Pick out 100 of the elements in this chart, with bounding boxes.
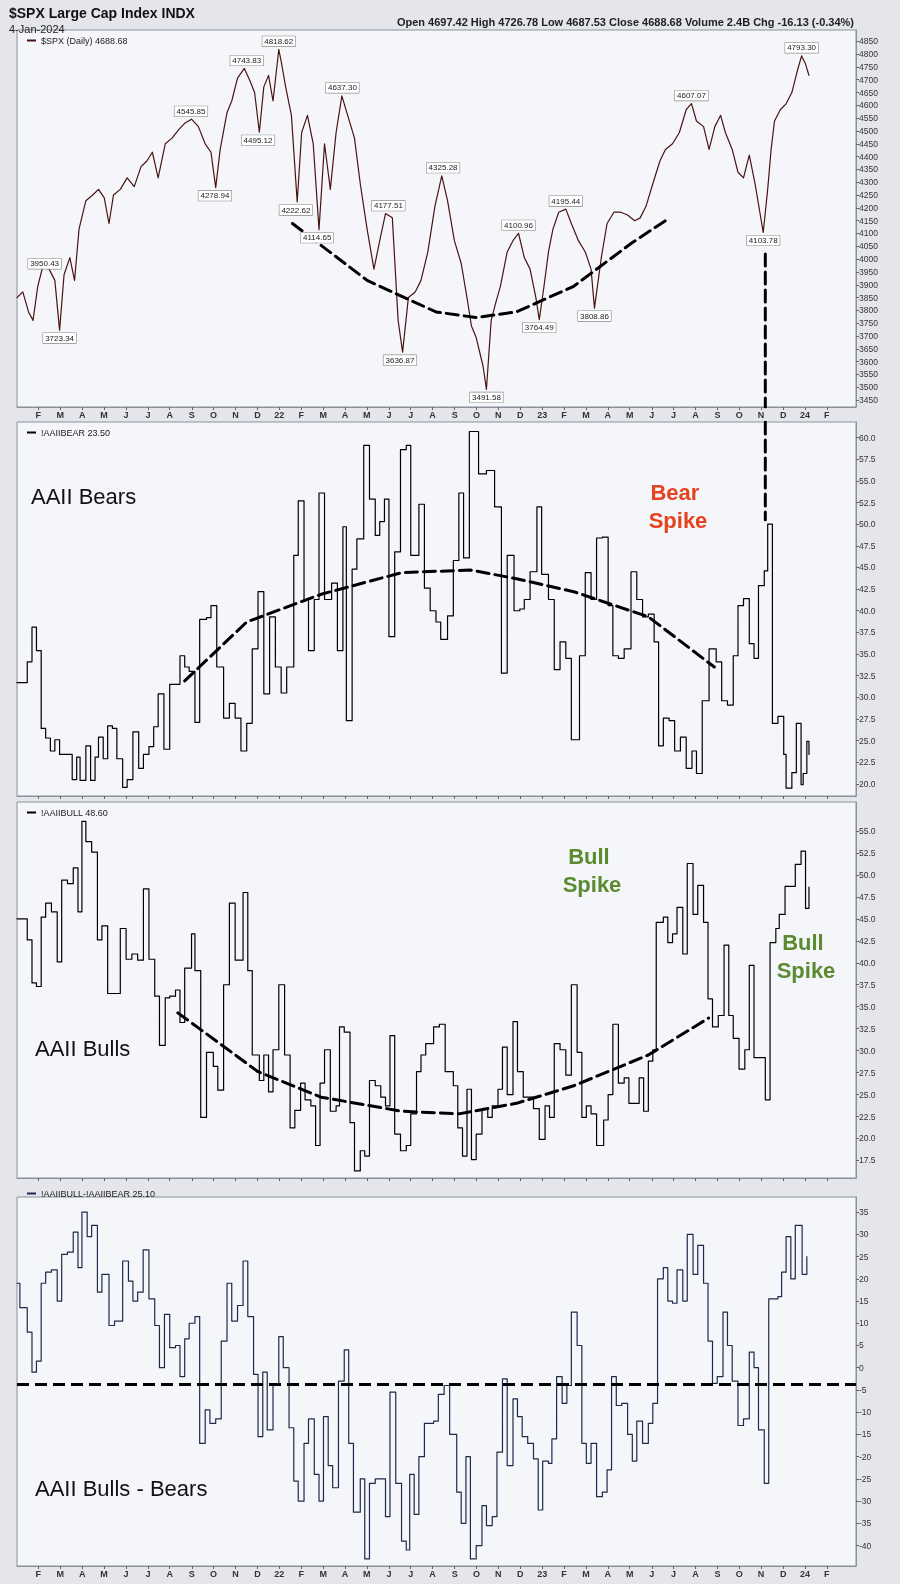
y-tick-label: 40.0 — [859, 957, 876, 968]
y-tick-label: 37.5 — [859, 979, 876, 990]
y-tick-label: 3500 — [859, 382, 879, 393]
x-tick-label: O — [735, 409, 743, 420]
line-series — [290, 219, 667, 320]
x-tick-label: J — [123, 409, 129, 420]
annotation: 4103.78 — [748, 236, 779, 246]
y-tick-label: 4350 — [859, 164, 879, 175]
x-tick-label: M — [56, 409, 65, 420]
y-tick-label: 30.0 — [859, 1045, 876, 1056]
x-tick-label: D — [517, 1568, 525, 1579]
y-tick-label: 45.0 — [859, 562, 876, 573]
y-tick-label: 4100 — [859, 228, 879, 239]
text: AAII Bulls — [35, 1035, 131, 1061]
annotation: 3491.58 — [471, 392, 502, 402]
y-tick-label: 4300 — [859, 177, 879, 188]
x-tick-label: J — [145, 409, 151, 420]
y-tick-label: 20.0 — [859, 778, 876, 789]
x-tick-label: S — [714, 409, 721, 420]
x-tick-label: M — [363, 409, 371, 420]
chart-title: $SPX Large Cap Index INDX — [9, 5, 196, 21]
y-tick-label: 4050 — [859, 241, 879, 252]
x-tick-label: D — [779, 1568, 787, 1579]
y-tick-label: 22.5 — [859, 757, 876, 768]
y-tick-label: -35 — [859, 1518, 872, 1529]
y-tick-label: 4700 — [859, 74, 879, 85]
y-tick-label: 4550 — [859, 113, 879, 124]
x-tick-label: D — [254, 409, 262, 420]
annotation: 4607.07 — [677, 91, 707, 101]
x-tick-label: S — [188, 1568, 195, 1579]
y-tick-label: 4500 — [859, 125, 879, 136]
y-tick-label: 5 — [859, 1340, 864, 1351]
y-tick-label: 17.5 — [859, 1155, 876, 1166]
x-tick-label: A — [166, 409, 174, 420]
x-tick-label: F — [824, 1568, 831, 1579]
y-tick-label: 4800 — [859, 49, 879, 60]
annotation: 4818.62 — [264, 36, 294, 46]
y-tick-label: 55.0 — [859, 475, 876, 486]
x-tick-label: A — [429, 1568, 437, 1579]
x-tick-label: M — [319, 409, 327, 420]
x-tick-label: J — [408, 1568, 414, 1579]
x-tick-label: M — [582, 1568, 590, 1579]
x-tick-label: F — [35, 409, 42, 420]
x-tick-label: D — [517, 409, 525, 420]
x-tick-label: O — [210, 1568, 218, 1579]
annotation: 4278.94 — [200, 191, 230, 201]
x-tick-label: 24 — [800, 1568, 811, 1579]
x-tick-label: O — [210, 409, 218, 420]
x-tick-label: A — [692, 1568, 700, 1579]
x-tick-label: J — [671, 409, 677, 420]
legend-label: !AAIIBULL 48.60 — [41, 807, 108, 818]
x-tick-label: S — [714, 1568, 721, 1579]
x-tick-label: N — [757, 1568, 765, 1579]
annotation: 4114.65 — [303, 233, 332, 243]
annotation: 3764.49 — [524, 322, 555, 332]
x-tick-label: A — [604, 1568, 612, 1579]
y-tick-label: 32.5 — [859, 670, 876, 681]
text: AAII Bulls - Bears — [35, 1475, 208, 1501]
x-tick-label: S — [188, 409, 195, 420]
y-tick-label: 37.5 — [859, 627, 876, 638]
y-tick-label: 55.0 — [859, 825, 876, 836]
y-tick-label: 52.5 — [859, 847, 876, 858]
y-tick-label: 10 — [859, 1318, 869, 1329]
y-tick-label: 27.5 — [859, 1067, 876, 1078]
x-tick-label: A — [166, 1568, 174, 1579]
y-tick-label: -5 — [859, 1384, 867, 1395]
y-tick-label: 15 — [859, 1296, 869, 1307]
x-tick-label: F — [561, 409, 568, 420]
chart-subtitle: 4-Jan-2024 — [9, 22, 65, 35]
y-tick-label: 25.0 — [859, 735, 876, 746]
y-tick-label: 4450 — [859, 138, 879, 149]
x-tick-label: A — [692, 409, 700, 420]
x-tick-label: 23 — [537, 409, 548, 420]
x-tick-label: M — [582, 409, 590, 420]
x-tick-label: O — [472, 1568, 480, 1579]
x-tick-label: F — [824, 409, 831, 420]
y-tick-label: 32.5 — [859, 1023, 876, 1034]
x-tick-label: D — [254, 1568, 262, 1579]
x-tick-label: M — [56, 1568, 65, 1579]
x-tick-label: F — [561, 1568, 568, 1579]
y-tick-label: 35 — [859, 1207, 869, 1218]
y-tick-label: 4200 — [859, 202, 879, 213]
y-tick-label: -20 — [859, 1451, 872, 1462]
y-tick-label: 4150 — [859, 215, 879, 226]
y-tick-label: 3950 — [859, 266, 879, 277]
annotation: 4637.30 — [327, 83, 358, 93]
legend-label: !AAIIBEAR 23.50 — [41, 427, 111, 438]
x-tick-label: S — [451, 1568, 458, 1579]
x-tick-label: 22 — [274, 409, 285, 420]
annotation: 4545.85 — [176, 106, 207, 116]
y-tick-label: 35.0 — [859, 649, 876, 660]
annotation: 4793.30 — [787, 43, 817, 53]
y-tick-label: 42.5 — [859, 584, 876, 595]
x-tick-label: J — [671, 1568, 677, 1579]
x-tick-label: F — [35, 1568, 42, 1579]
y-tick-label: 4400 — [859, 151, 879, 162]
x-tick-label: N — [757, 409, 765, 420]
x-tick-label: 24 — [800, 409, 811, 420]
y-tick-label: 20.0 — [859, 1133, 876, 1144]
y-tick-label: 30.0 — [859, 692, 876, 703]
